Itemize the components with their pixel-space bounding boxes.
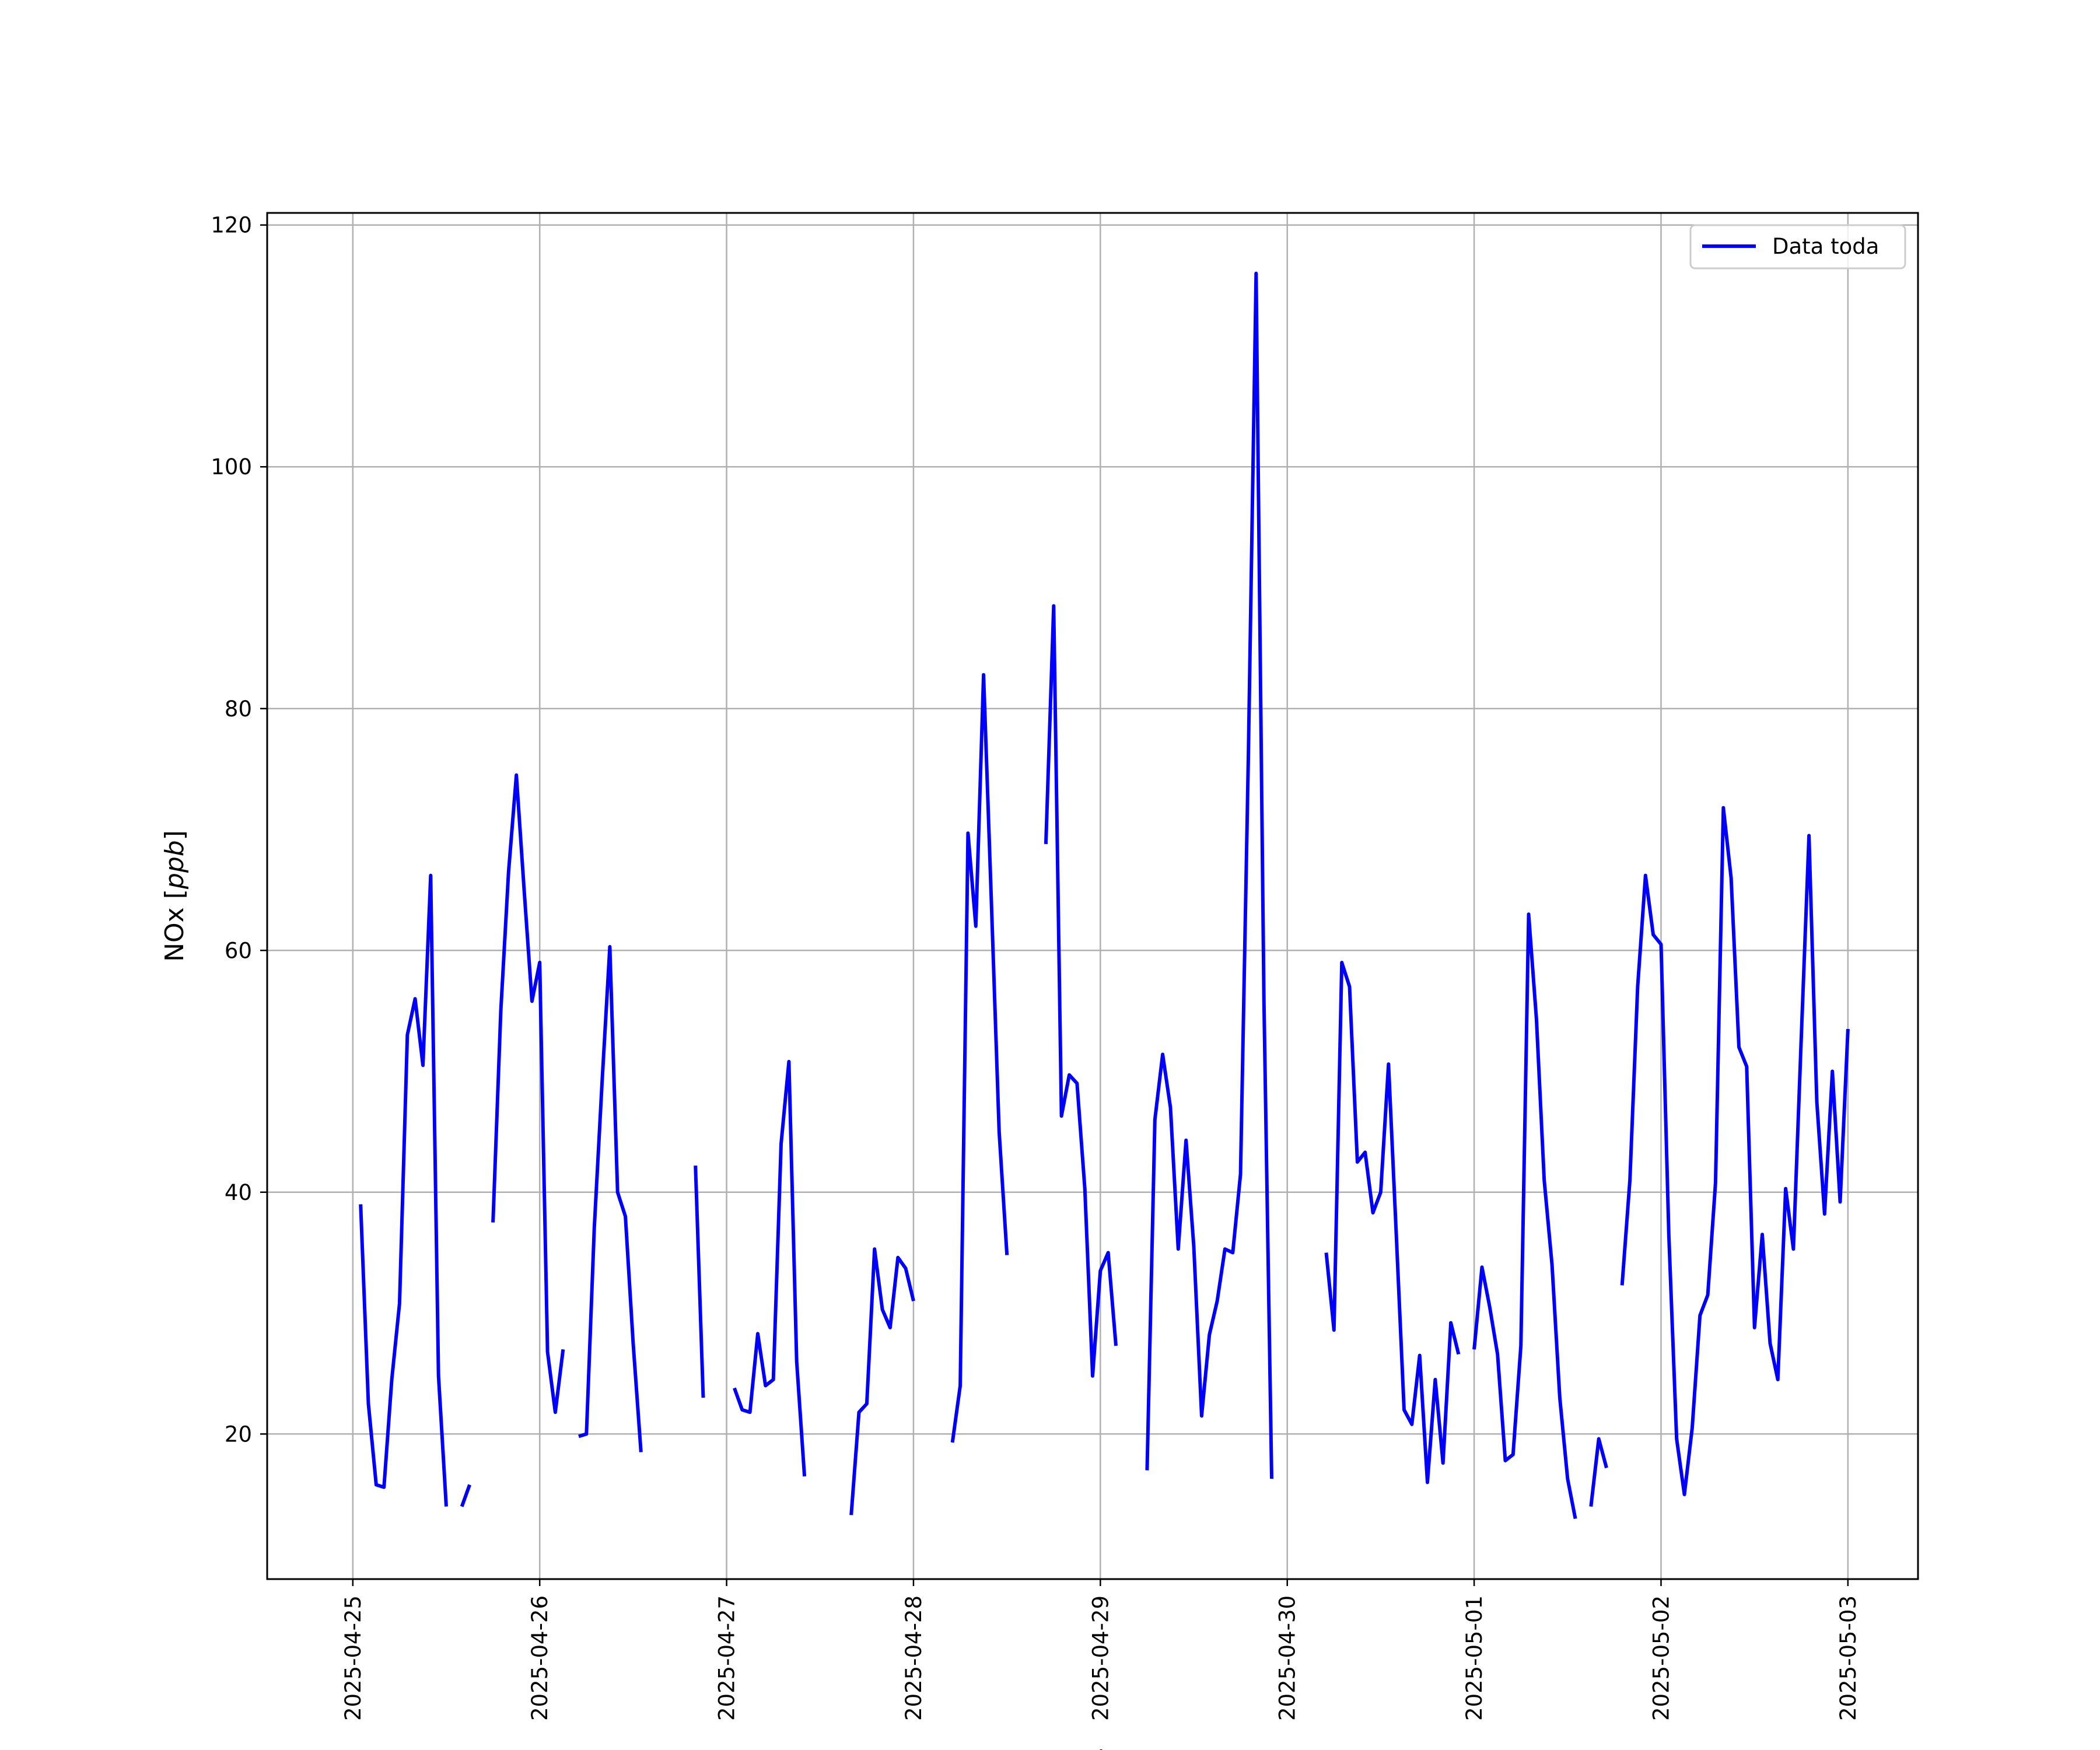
series-line-segment xyxy=(950,673,1009,1443)
series-line-segment xyxy=(1145,271,1273,1479)
x-tick-label: 2025-04-25 xyxy=(341,1595,366,1721)
x-tick-label: 2025-04-26 xyxy=(527,1595,552,1721)
series-line-segment xyxy=(1044,604,1118,1378)
series-line-segment xyxy=(578,945,643,1452)
y-tick-label: 20 xyxy=(225,1422,252,1447)
legend-label: Data toda xyxy=(1772,234,1879,259)
y-axis-label-bracket-open: [ xyxy=(160,889,190,899)
x-tick-label: 2025-04-30 xyxy=(1275,1595,1300,1721)
y-tick-label: 80 xyxy=(225,696,252,722)
series-line-segment xyxy=(1589,1437,1608,1507)
legend-frame xyxy=(1689,224,1906,270)
y-tick-label: 100 xyxy=(211,454,252,480)
series-line-segment xyxy=(849,1247,915,1516)
x-axis-label: Fecha xyxy=(1054,1745,1129,1750)
series-line-segment xyxy=(359,873,448,1507)
x-tick-label: 2025-05-02 xyxy=(1648,1595,1674,1721)
x-tick-label: 2025-04-28 xyxy=(901,1595,926,1721)
y-tick-label: 120 xyxy=(211,213,252,238)
series-line-segment xyxy=(1620,806,1850,1496)
y-axis-label-text: NOx xyxy=(160,899,190,962)
legend: Data toda xyxy=(1689,224,1906,270)
y-axis-label: NOx [ppb] xyxy=(160,830,190,962)
y-tick-label: 40 xyxy=(225,1180,252,1205)
series-line-segment xyxy=(1472,912,1577,1519)
x-tick-label: 2025-05-01 xyxy=(1462,1595,1487,1721)
series-line-segment xyxy=(733,1059,807,1477)
series-line-segment xyxy=(460,1484,471,1507)
series-layer xyxy=(359,271,1850,1519)
y-axis-label-unit: ppb xyxy=(160,840,190,890)
y-tick-label: 60 xyxy=(225,938,252,963)
series-line-segment xyxy=(694,1166,705,1398)
x-tick-label: 2025-05-03 xyxy=(1836,1595,1861,1721)
x-tick-label: 2025-04-27 xyxy=(715,1595,740,1721)
series-line-segment xyxy=(1324,961,1461,1485)
y-axis-label-bracket-close: ] xyxy=(160,830,190,840)
x-tick-label: 2025-04-29 xyxy=(1088,1595,1113,1721)
x-axis: 2025-04-25 2025-04-26 2025-04-27 2025-04-28… xyxy=(341,1579,1861,1721)
plot-frame xyxy=(266,212,1919,1580)
grid xyxy=(267,213,1918,1579)
series-line-segment xyxy=(491,773,565,1414)
y-axis: 20 40 60 80 100 120 xyxy=(211,213,267,1447)
